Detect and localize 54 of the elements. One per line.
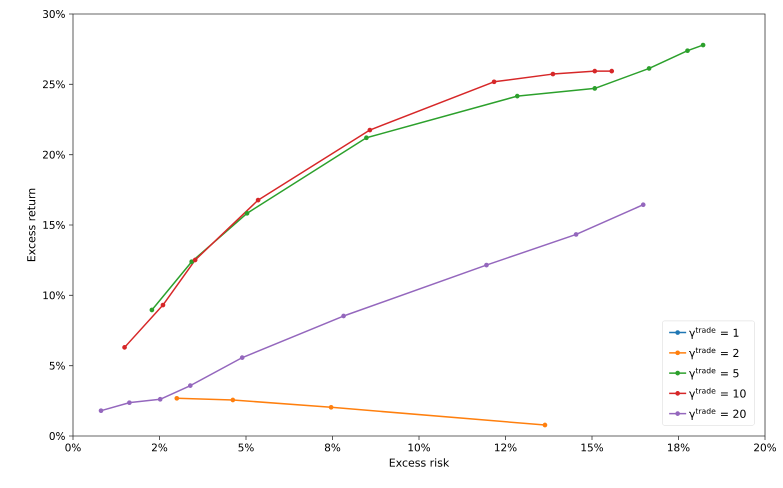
point xyxy=(492,79,496,84)
x-tick-label: 18% xyxy=(668,444,690,452)
point xyxy=(189,259,194,264)
y-tick-label: 0% xyxy=(50,432,65,440)
point xyxy=(230,398,236,402)
x-axis-title: Excess risk xyxy=(390,458,450,467)
x-tick-label: 20% xyxy=(754,444,776,452)
legend-label: γ$^{trade}$ = 2 xyxy=(689,347,738,360)
point xyxy=(150,308,154,312)
point xyxy=(127,400,132,406)
point xyxy=(98,408,104,414)
y-tick-label: 25% xyxy=(42,80,65,88)
point xyxy=(609,68,614,74)
point xyxy=(484,262,489,268)
x-tick-label: 8% xyxy=(324,444,340,452)
y-tick-label: 5% xyxy=(50,362,65,370)
legend-label: γ$^{trade}$ = 5 xyxy=(689,367,738,380)
legend-label: γ$^{trade}$ = 1 xyxy=(689,326,738,339)
x-tick-label: 15% xyxy=(582,444,604,452)
point xyxy=(256,198,260,202)
point xyxy=(160,302,166,308)
point xyxy=(188,383,193,388)
x-tick-label: 12% xyxy=(495,444,517,452)
y-axis-title: Excess return xyxy=(27,188,36,262)
point xyxy=(640,202,646,208)
legend-label: γ$^{trade}$ = 20 xyxy=(689,408,746,420)
point xyxy=(158,396,163,402)
point xyxy=(341,314,346,318)
x-tick-label: 0% xyxy=(65,444,81,452)
point xyxy=(574,232,578,237)
legend-label: γ$^{trade}$ = 10 xyxy=(689,388,746,400)
point xyxy=(700,42,706,48)
point xyxy=(244,210,250,216)
x-tick-label: 10% xyxy=(408,444,430,452)
y-tick-label: 15% xyxy=(43,221,65,229)
point xyxy=(646,66,652,71)
point xyxy=(542,422,548,428)
y-tick-label: 10% xyxy=(43,291,65,300)
x-tick-label: 5% xyxy=(238,444,254,452)
x-tick-label: 2% xyxy=(152,444,168,452)
point xyxy=(685,48,690,54)
point xyxy=(192,258,198,262)
point xyxy=(550,72,556,76)
point xyxy=(514,94,520,98)
point xyxy=(328,404,334,410)
point xyxy=(240,355,245,360)
y-tick-label: 30% xyxy=(43,10,65,18)
point xyxy=(174,396,180,401)
point xyxy=(592,86,598,91)
point xyxy=(592,68,598,74)
point xyxy=(368,128,372,132)
point xyxy=(122,345,127,350)
point xyxy=(364,135,369,140)
y-tick-label: 20% xyxy=(42,150,65,159)
